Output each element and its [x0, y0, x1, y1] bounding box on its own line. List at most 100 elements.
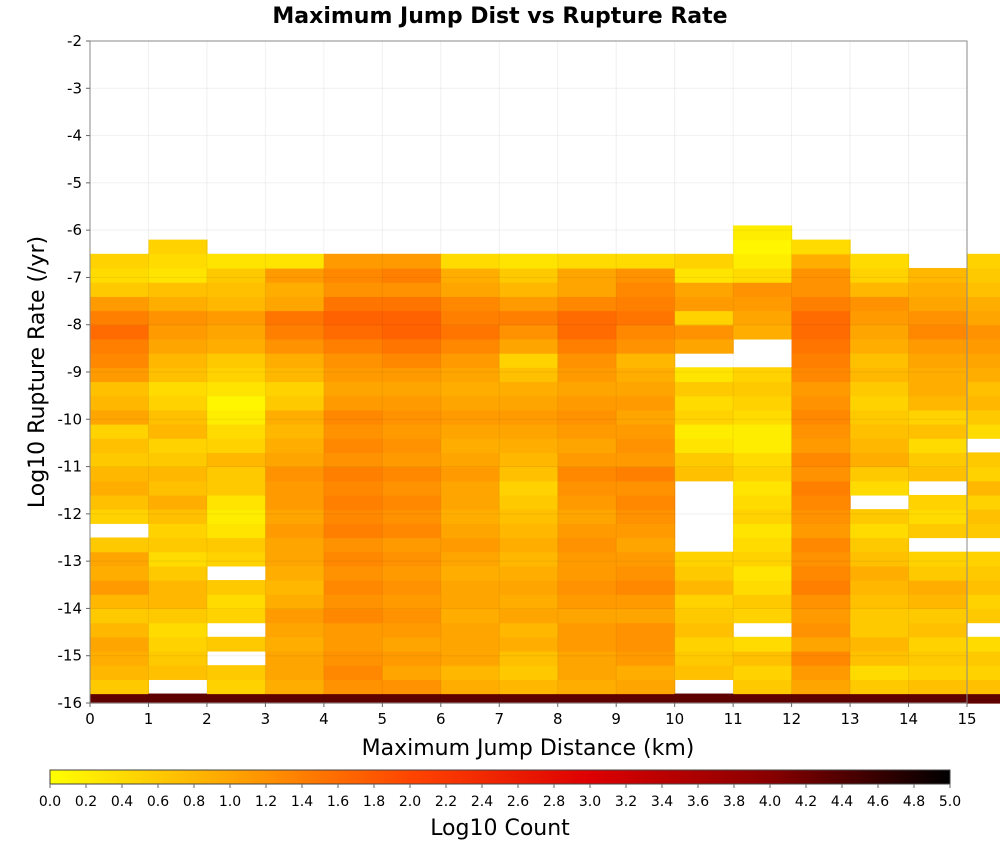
heatmap-cell [908, 608, 968, 624]
heatmap-cell [206, 310, 266, 326]
heatmap-cell [850, 338, 910, 354]
heatmap-cell [440, 253, 500, 269]
heatmap-cell [148, 367, 208, 383]
heatmap-cell [733, 438, 793, 453]
heatmap-cell [967, 338, 1000, 354]
heatmap-cell [206, 608, 266, 624]
heatmap-cell [674, 452, 734, 468]
x-tick-label: 3 [261, 710, 271, 728]
heatmap-cell [616, 523, 676, 539]
heatmap-cell [616, 594, 676, 610]
heatmap-cell [206, 409, 266, 425]
heatmap-cell [850, 424, 910, 439]
heatmap-cell [499, 353, 559, 368]
heatmap-cell [440, 693, 500, 704]
heatmap-cell [323, 282, 383, 297]
heatmap-cell [440, 381, 500, 397]
heatmap-cell [733, 367, 793, 383]
heatmap-cell [382, 580, 442, 595]
heatmap-cell [440, 580, 500, 595]
heatmap-cell [499, 608, 559, 624]
heatmap-cell [265, 409, 325, 425]
heatmap-cell [440, 353, 500, 368]
heatmap-cell [499, 480, 559, 496]
heatmap-cell [674, 622, 734, 638]
heatmap-cell [733, 693, 793, 704]
heatmap-cell [616, 466, 676, 482]
heatmap-cell [382, 622, 442, 638]
heatmap-cell [791, 594, 851, 610]
heatmap-cell [674, 693, 734, 704]
heatmap-cell [382, 665, 442, 680]
heatmap-cell [616, 636, 676, 652]
heatmap-cell [616, 494, 676, 510]
heatmap-cell [850, 608, 910, 624]
heatmap-cell [791, 424, 851, 439]
heatmap-cell [148, 665, 208, 680]
heatmap-cell [382, 494, 442, 510]
heatmap-cell [791, 367, 851, 383]
heatmap-cell [908, 509, 968, 524]
heatmap-cell [557, 409, 617, 425]
heatmap-cell [265, 494, 325, 510]
heatmap-cell [791, 438, 851, 453]
heatmap-cell [148, 452, 208, 468]
heatmap-cell [382, 438, 442, 453]
x-tick-label: 6 [436, 710, 446, 728]
y-tick-label: -12 [58, 505, 83, 523]
heatmap-cell [616, 438, 676, 453]
x-tick-label: 4 [319, 710, 329, 728]
heatmap-cell [206, 253, 266, 269]
heatmap-cell [440, 537, 500, 553]
x-tick-label: 11 [724, 710, 743, 728]
heatmap-cell [557, 452, 617, 468]
heatmap-cell [850, 679, 910, 695]
x-axis-ticks: 0 1 2 3 4 5 6 7 8 9 10 11 12 13 14 15 [85, 703, 977, 728]
heatmap-cell [850, 367, 910, 383]
heatmap-cell [967, 565, 1000, 581]
heatmap-cell [850, 509, 910, 524]
heatmap-cell [616, 296, 676, 312]
heatmap-cell [499, 338, 559, 354]
heatmap-cell [265, 310, 325, 326]
x-tick-label: 9 [611, 710, 621, 728]
heatmap-cell [382, 296, 442, 312]
heatmap-cell [323, 466, 383, 482]
heatmap-cell [323, 296, 383, 312]
colorbar-tick-label: 4.0 [759, 794, 781, 810]
heatmap-cell [850, 310, 910, 326]
heatmap-cell [850, 395, 910, 411]
heatmap-cell [850, 253, 910, 269]
heatmap-cell [440, 523, 500, 539]
heatmap-cell [382, 424, 442, 439]
heatmap-cell [323, 693, 383, 704]
colorbar-tick-label: 0.8 [183, 794, 205, 810]
heatmap-cell [908, 296, 968, 312]
heatmap-cell [674, 296, 734, 312]
heatmap-cell [323, 523, 383, 539]
x-tick-label: 8 [553, 710, 563, 728]
heatmap-cell [440, 466, 500, 482]
heatmap-cell [557, 494, 617, 510]
y-tick-label: -14 [58, 599, 83, 617]
heatmap-cell [323, 551, 383, 567]
y-tick-label: -16 [58, 694, 83, 712]
heatmap-cell [323, 480, 383, 496]
heatmap-cell [440, 636, 500, 652]
heatmap-cell [499, 324, 559, 340]
heatmap-cell [967, 324, 1000, 340]
heatmap-cell [499, 424, 559, 439]
y-tick-label: -3 [67, 79, 82, 97]
heatmap-cell [382, 509, 442, 524]
heatmap-cell [733, 296, 793, 312]
heatmap-cell [440, 679, 500, 695]
heatmap-cell [382, 409, 442, 425]
colorbar-tick-label: 5.0 [939, 794, 961, 810]
heatmap-cell [967, 494, 1000, 510]
heatmap-cell [148, 650, 208, 666]
heatmap-cell [265, 253, 325, 269]
heatmap-cell [791, 494, 851, 510]
heatmap-cell [908, 338, 968, 354]
heatmap-cell [791, 480, 851, 496]
y-tick-label: -10 [58, 410, 83, 428]
